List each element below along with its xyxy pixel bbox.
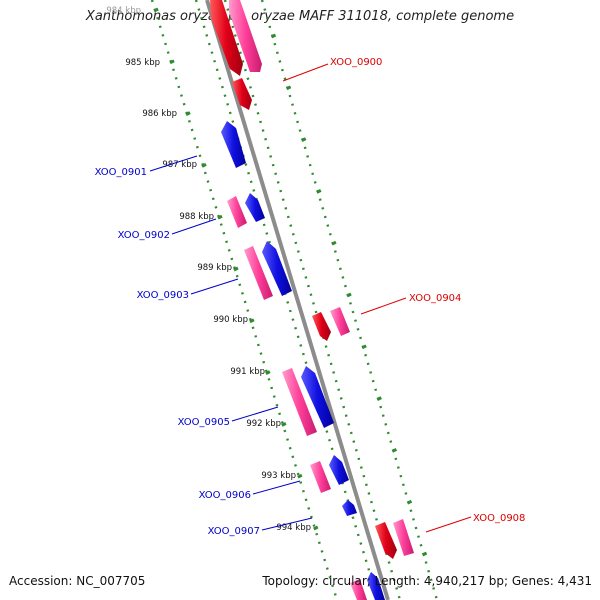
reverse-strand-genes — [221, 121, 385, 600]
tick-label-987: 987 kbp — [162, 160, 197, 170]
leader-xoo-0907 — [261, 517, 313, 531]
gene-xoo-0907[interactable] — [342, 500, 357, 516]
leader-xoo-0904 — [360, 297, 407, 315]
scale-tick — [185, 111, 191, 116]
label-xoo-0900[interactable]: XOO_0900 — [330, 57, 382, 68]
leader-xoo-0906 — [252, 480, 301, 495]
label-leaders — [149, 63, 472, 533]
gene-xoo-0908-pink[interactable] — [393, 519, 414, 556]
reverse-track-outer — [150, 0, 339, 600]
label-xoo-0906[interactable]: XOO_0906 — [199, 490, 251, 501]
scale-tick — [346, 292, 352, 298]
forward-strand-genes — [210, 0, 414, 559]
gene-xoo-0901[interactable] — [221, 121, 246, 168]
gene-xoo-0905-pink[interactable] — [282, 368, 317, 436]
scale-tick — [301, 137, 307, 142]
scale-tick — [270, 33, 277, 39]
scale-labels: 984 kbp 985 kbp 986 kbp 987 kbp 988 kbp … — [106, 6, 311, 533]
tick-label-988: 988 kbp — [179, 212, 214, 222]
gene-labels: XOO_0900 XOO_0901 XOO_0902 XOO_0903 XOO_… — [95, 57, 526, 537]
forward-track-inner — [223, 0, 402, 600]
gene-bottom-blue[interactable] — [367, 572, 385, 600]
scale-tick — [249, 318, 255, 324]
label-xoo-0905[interactable]: XOO_0905 — [178, 417, 230, 428]
scale-tick — [316, 189, 322, 194]
tick-label-992: 992 kbp — [246, 419, 281, 429]
scale-tick — [331, 240, 337, 246]
scale-tick — [169, 59, 175, 65]
gene-top-red[interactable] — [210, 0, 243, 76]
track-outlines — [150, 0, 439, 600]
label-xoo-0904[interactable]: XOO_0904 — [409, 293, 461, 304]
leader-xoo-0900 — [282, 63, 329, 82]
scale-tick — [233, 266, 239, 272]
label-xoo-0908[interactable]: XOO_0908 — [473, 513, 525, 524]
leader-xoo-0905 — [231, 406, 279, 422]
scale-tick — [285, 85, 292, 91]
gene-xoo-0905-blue[interactable] — [301, 366, 334, 428]
tick-label-991: 991 kbp — [230, 367, 265, 377]
accession-text: Accession: NC_007705 — [9, 574, 146, 588]
scale-tick — [406, 499, 413, 505]
label-xoo-0907[interactable]: XOO_0907 — [208, 526, 260, 537]
label-xoo-0903[interactable]: XOO_0903 — [137, 290, 189, 301]
tick-label-984: 984 kbp — [106, 6, 141, 16]
scale-tick — [201, 163, 207, 168]
leader-xoo-0901 — [149, 155, 198, 172]
gene-xoo-0906-pink[interactable] — [310, 461, 331, 493]
tick-label-986: 986 kbp — [142, 109, 177, 119]
scale-tick — [361, 344, 367, 350]
gene-xoo-0906-blue[interactable] — [329, 455, 349, 485]
leader-xoo-0908 — [425, 516, 472, 533]
genome-title: Xanthomonas oryzae pv. oryzae MAFF 31101… — [85, 9, 515, 24]
scale-tick — [217, 214, 223, 220]
gene-xoo-0904-pink[interactable] — [330, 307, 350, 336]
tick-label-989: 989 kbp — [197, 263, 232, 273]
gene-xoo-0903-blue[interactable] — [262, 241, 292, 296]
tick-label-990: 990 kbp — [213, 315, 248, 325]
scale-tick — [265, 370, 271, 375]
tick-label-993: 993 kbp — [261, 471, 296, 481]
scale-tick — [281, 422, 287, 427]
reverse-track-inner — [194, 0, 380, 600]
gene-top-pink[interactable] — [229, 0, 262, 72]
gene-xoo-0904-red[interactable] — [312, 312, 331, 341]
leader-xoo-0903 — [190, 278, 239, 295]
scale-tick — [391, 448, 398, 453]
tick-label-994: 994 kbp — [276, 523, 311, 533]
scale-tick — [421, 551, 428, 557]
scale-tick — [297, 473, 303, 479]
leader-xoo-0902 — [171, 218, 217, 235]
tick-label-985: 985 kbp — [125, 58, 160, 68]
scale-tick — [153, 7, 159, 13]
gene-xoo-0900[interactable] — [232, 78, 252, 110]
gene-bottom-pink[interactable] — [350, 579, 367, 600]
gene-xoo-0903-pink[interactable] — [244, 246, 273, 300]
label-xoo-0901[interactable]: XOO_0901 — [95, 167, 147, 178]
gene-xoo-0908-red[interactable] — [375, 522, 397, 559]
label-xoo-0902[interactable]: XOO_0902 — [118, 230, 170, 241]
gene-xoo-0902-pink[interactable] — [227, 196, 247, 228]
gene-xoo-0902-blue[interactable] — [245, 193, 265, 222]
scale-tick — [313, 525, 319, 531]
scale-ticks — [153, 7, 428, 557]
genome-backbone — [205, 0, 390, 600]
genome-summary-text: Topology: circular; Length: 4,940,217 bp… — [262, 574, 592, 588]
scale-tick — [376, 396, 382, 401]
